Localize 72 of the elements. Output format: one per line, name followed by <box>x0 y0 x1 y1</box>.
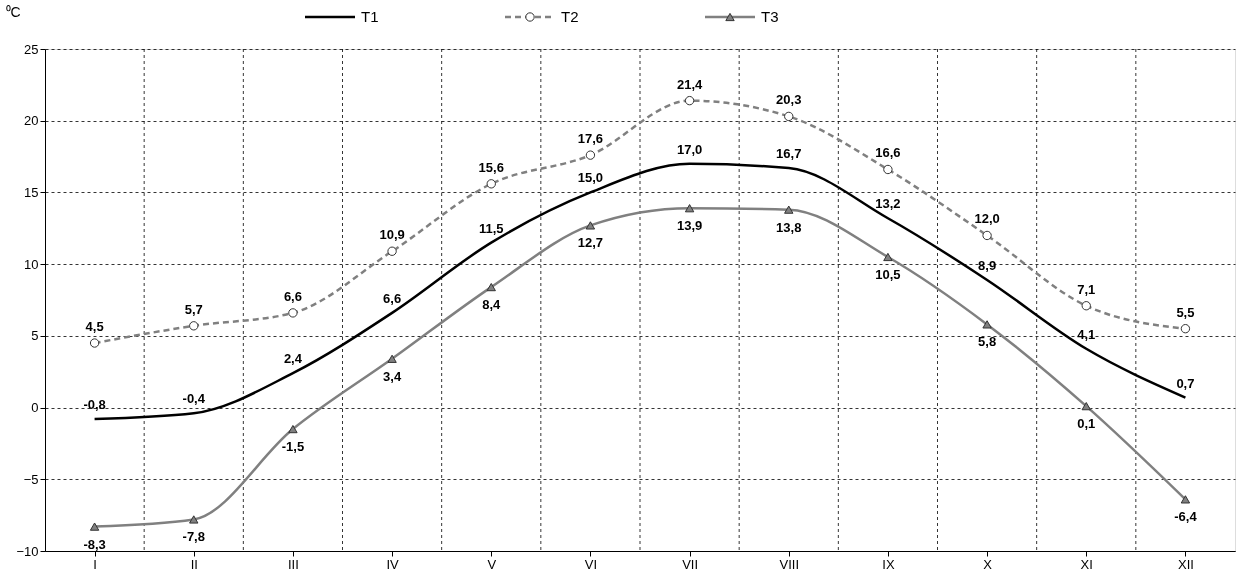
data-label: 3,4 <box>383 368 402 384</box>
x-tick-label: VII <box>682 556 699 572</box>
data-label: 10,5 <box>875 266 901 282</box>
data-label: -8,3 <box>83 536 106 552</box>
data-label: 4,1 <box>1077 326 1096 342</box>
data-label: 8,4 <box>482 297 502 313</box>
point <box>982 320 992 329</box>
x-tick-label: VIII <box>779 556 800 572</box>
point <box>1180 495 1191 504</box>
point <box>288 424 298 434</box>
y-axis-title: ⁰C <box>5 3 21 20</box>
data-label: -0,4 <box>182 391 206 407</box>
data-label: 6,6 <box>283 288 302 304</box>
point <box>189 515 199 524</box>
x-tick-label: I <box>93 556 97 572</box>
data-label: 2,4 <box>283 351 303 367</box>
data-label: 0,7 <box>1176 375 1195 391</box>
data-label: -6,4 <box>1174 509 1198 525</box>
x-tick-label: IX <box>882 556 895 572</box>
data-label: -7,8 <box>182 529 205 545</box>
legend-label: T2 <box>561 8 579 25</box>
data-label: 6,6 <box>383 290 402 306</box>
data-label: 12,7 <box>577 235 604 251</box>
y-tick-label: 20 <box>24 113 39 129</box>
data-label: 20,3 <box>776 92 802 108</box>
data-label: -1,5 <box>281 439 305 455</box>
legend-label: T3 <box>761 8 779 25</box>
x-tick-label: XI <box>1080 556 1093 572</box>
data-label: 17,0 <box>676 141 703 157</box>
data-label: 0,1 <box>1077 416 1096 432</box>
x-tick-label: VI <box>584 556 598 572</box>
y-tick-label: −10 <box>16 543 39 559</box>
data-label: 21,4 <box>676 76 703 92</box>
point <box>784 205 794 214</box>
point <box>1081 402 1091 411</box>
data-label: -0,8 <box>83 397 106 413</box>
x-tick-label: IV <box>386 556 400 572</box>
data-label: 15,6 <box>478 159 504 175</box>
data-label: 12,0 <box>974 211 1000 227</box>
data-label: 11,5 <box>478 220 504 236</box>
data-label: 7,1 <box>1077 281 1096 297</box>
data-label: 13,9 <box>676 218 703 234</box>
y-tick-label: 25 <box>24 41 39 57</box>
data-label: 13,2 <box>875 196 901 212</box>
point <box>89 522 100 531</box>
y-tick-label: 15 <box>24 184 39 200</box>
x-tick-label: XII <box>1177 556 1194 572</box>
point <box>486 282 496 292</box>
data-label: 5,8 <box>978 334 997 350</box>
legend-label: T1 <box>361 8 379 25</box>
data-label: 10,9 <box>379 227 405 243</box>
point <box>585 221 596 230</box>
y-tick-label: 10 <box>24 256 39 272</box>
x-tick-label: III <box>287 556 299 572</box>
data-label: 5,7 <box>184 301 203 317</box>
x-tick-label: X <box>983 556 993 572</box>
point <box>684 204 695 213</box>
data-label: 4,5 <box>85 319 104 335</box>
data-label: 17,6 <box>577 131 604 147</box>
y-tick-label: −5 <box>23 471 39 487</box>
x-tick-label: V <box>487 556 497 572</box>
point <box>387 354 397 363</box>
data-label: 16,6 <box>875 145 901 161</box>
data-label: 16,7 <box>776 146 802 162</box>
data-label: 13,8 <box>776 219 802 235</box>
data-label: 8,9 <box>978 257 997 273</box>
data-label: 5,5 <box>1176 304 1195 320</box>
point <box>883 252 893 262</box>
x-tick-label: II <box>190 556 198 572</box>
y-tick-label: 0 <box>31 400 39 416</box>
y-tick-label: 5 <box>31 328 39 344</box>
data-label: 15,0 <box>577 170 604 186</box>
